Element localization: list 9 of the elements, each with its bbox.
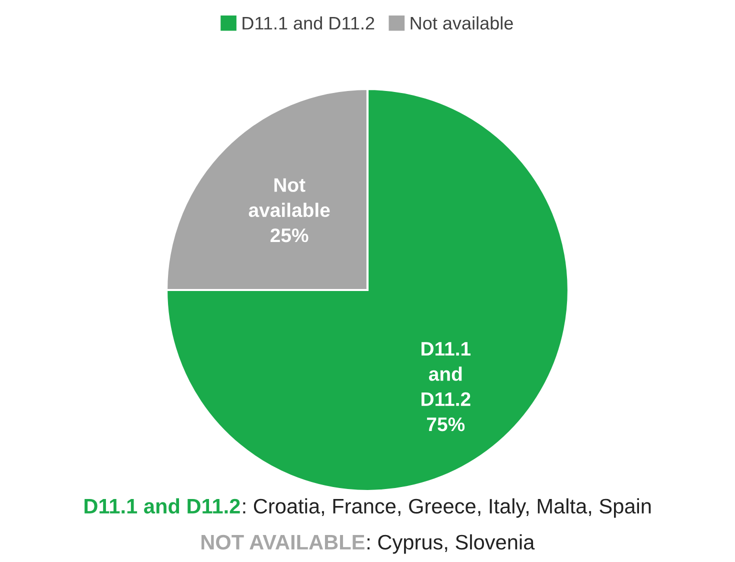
text: NOT AVAILABLE: Cyprus, Slovenia [202,534,535,554]
legend-label: Not available [410,16,513,30]
slice-label: Not available [248,178,330,218]
text: D11.1 and D11.2: Croatia, France, Greece, Italy, Malta, Spain [84,498,651,518]
slice-label: D11.1 and D11.2 [422,342,471,406]
pie-slice [165,88,570,492]
data-label: 75% [427,418,465,432]
data-label: 25% [270,228,308,242]
legend-label: D11.1 and D11.2 [242,16,374,30]
